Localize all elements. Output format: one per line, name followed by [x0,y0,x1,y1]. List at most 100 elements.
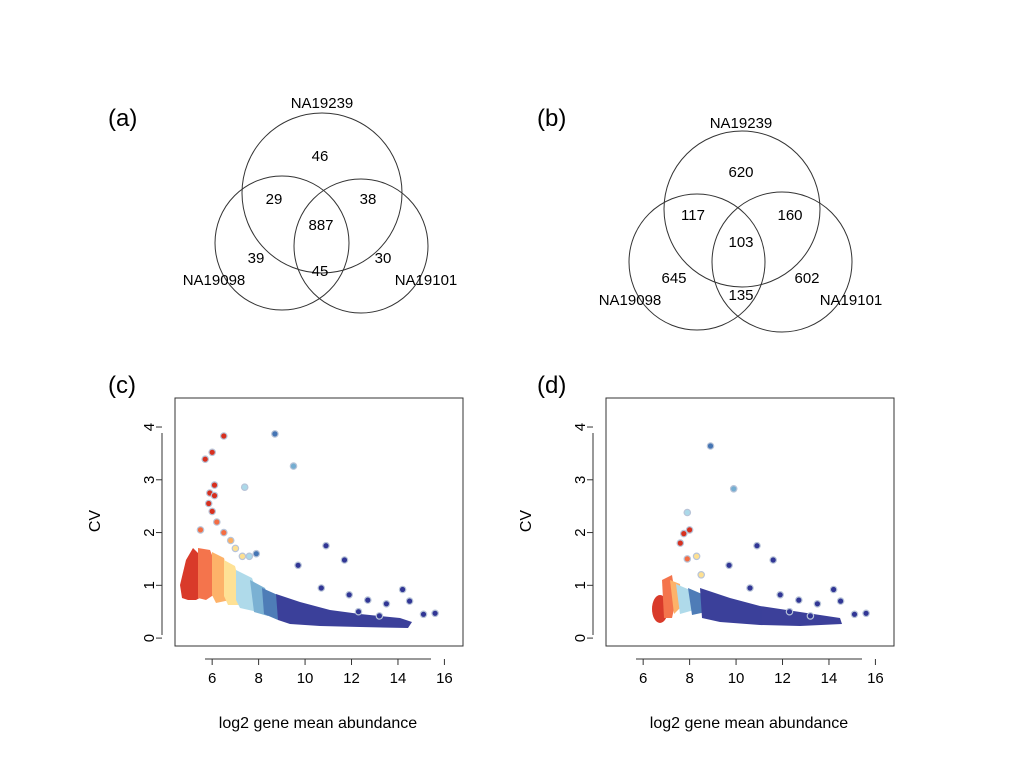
y-axis-title-d: CV [518,510,535,533]
y-tick-label-c-4: 4 [141,423,158,431]
data-point-c-14 [226,536,235,545]
x-tick-label-c-16: 16 [436,670,453,687]
region-na19101-only-b: 602 [794,270,819,287]
x-tick-label-d-16: 16 [867,670,884,687]
data-point-c-1 [271,430,279,438]
data-point-d-13 [776,590,785,599]
data-point-c-9 [204,499,213,508]
set-label-na19101-b: NA19101 [820,292,883,309]
set-label-na19239-a: NA19239 [291,95,354,112]
data-point-c-4 [289,462,298,470]
data-point-d-10 [769,556,778,564]
region-na19101-only-a: 30 [375,250,392,267]
y-tick-label-c-3: 3 [141,476,158,484]
region-all-three-a: 887 [308,217,333,234]
region-na19239-na19098-b: 117 [681,207,705,224]
y-tick-label-d-2: 2 [572,528,589,536]
venn-circle-na19098-a [214,175,350,311]
x-tick-label-d-10: 10 [728,670,745,687]
data-point-d-4 [679,529,688,538]
region-na19239-na19101-b: 160 [777,207,802,224]
data-point-c-24 [363,596,372,604]
set-label-na19101-a: NA19101 [395,272,458,289]
data-point-c-3 [208,448,217,457]
points-d [676,442,870,620]
data-point-d-20 [806,612,815,620]
panel-label-d: (d) [537,372,566,399]
data-point-c-19 [294,561,302,570]
data-point-c-5 [240,483,249,492]
density-band-navy-d [700,588,842,626]
data-point-c-26 [398,585,407,594]
x-axis-title-d: log2 gene mean abundance [650,715,848,732]
data-point-d-1 [729,484,738,493]
points-c [196,430,439,620]
data-point-c-17 [245,552,254,561]
data-point-c-10 [208,507,217,516]
density-band-c [180,548,412,628]
y-tick-label-d-3: 3 [572,476,589,484]
x-tick-label-c-6: 6 [208,670,216,687]
data-point-d-9 [753,541,761,550]
panel-label-b: (b) [537,105,566,132]
set-label-na19098-b: NA19098 [599,292,662,309]
plot-frame-d [605,397,895,647]
x-tick-label-d-14: 14 [821,670,838,687]
data-point-d-2 [683,508,692,517]
panel-label-a: (a) [108,105,137,132]
data-point-d-3 [685,526,694,534]
x-tick-label-c-12: 12 [343,670,360,687]
data-point-d-19 [862,609,870,618]
venn-circle-na19239-b [663,130,821,288]
data-point-c-20 [322,541,330,550]
data-point-d-14 [794,596,803,604]
venn-circle-na19098-b [628,193,766,331]
data-point-d-15 [813,599,822,608]
density-band-d [652,575,842,626]
data-point-d-12 [746,584,754,592]
data-point-d-8 [697,570,706,579]
data-point-c-29 [431,609,439,618]
data-point-c-0 [220,432,228,440]
data-point-c-28 [419,610,428,619]
region-na19098-only-b: 645 [661,270,686,287]
data-point-c-12 [196,526,205,534]
data-point-d-7 [692,552,701,561]
x-axis-title-c: log2 gene mean abundance [219,715,417,732]
data-point-c-18 [252,549,261,558]
x-tick-label-c-10: 10 [297,670,314,687]
data-point-c-2 [201,455,210,464]
y-tick-label-d-0: 0 [572,634,589,642]
data-point-c-21 [340,556,349,564]
data-point-c-25 [382,599,391,608]
density-band-navy-c [276,594,412,628]
x-tick-label-d-8: 8 [685,670,693,687]
x-tick-label-c-8: 8 [254,670,262,687]
venn-panel-b: (b) NA19239 NA19098 NA19101 620 117 160 … [537,105,883,333]
data-point-d-11 [725,561,733,570]
data-point-c-13 [220,528,228,537]
region-na19239-only-b: 620 [728,164,753,181]
data-point-c-22 [317,584,326,592]
y-tick-label-c-0: 0 [141,634,158,642]
region-na19098-na19101-b: 135 [728,287,753,304]
plot-frame-c [174,397,464,647]
y-tick-label-d-1: 1 [572,581,589,589]
region-na19098-only-a: 39 [248,250,265,267]
data-point-c-27 [405,597,414,605]
region-na19239-na19098-a: 29 [266,191,283,208]
venn-panel-a: (a) NA19239 NA19098 NA19101 46 29 38 887… [108,95,458,314]
data-point-c-6 [210,481,219,489]
venn-circle-na19101-a [293,178,429,314]
data-point-c-16 [238,552,247,561]
region-all-three-b: 103 [728,234,753,251]
data-point-c-11 [213,518,221,526]
data-point-d-0 [706,442,715,450]
data-point-c-15 [231,544,240,553]
y-tick-label-c-1: 1 [141,581,158,589]
